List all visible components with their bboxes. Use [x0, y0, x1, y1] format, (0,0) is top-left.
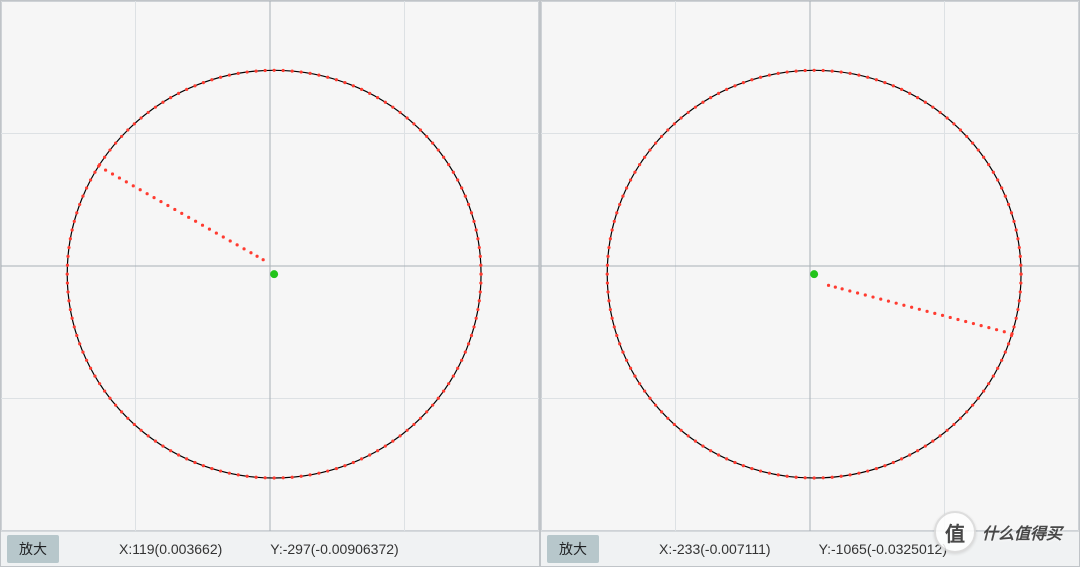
readout-x: X:-233(-0.007111): [659, 541, 771, 557]
plot-svg-right: [541, 1, 1079, 531]
readout-y: Y:-1065(-0.0325012): [819, 541, 947, 557]
app-root: 放大 X:119(0.003662) Y:-297(-0.00906372) 放…: [0, 0, 1080, 567]
plot-svg-left: [1, 1, 539, 531]
zoom-button[interactable]: 放大: [547, 535, 599, 563]
statusbar-left: 放大 X:119(0.003662) Y:-297(-0.00906372): [1, 531, 539, 566]
statusbar-right: 放大 X:-233(-0.007111) Y:-1065(-0.0325012): [541, 531, 1079, 566]
zoom-button[interactable]: 放大: [7, 535, 59, 563]
plot-area-left[interactable]: [1, 1, 539, 531]
plot-area-right[interactable]: [541, 1, 1079, 531]
readout-y: Y:-297(-0.00906372): [270, 541, 398, 557]
plot-panel-right: 放大 X:-233(-0.007111) Y:-1065(-0.0325012): [540, 0, 1080, 567]
readout-x: X:119(0.003662): [119, 541, 222, 557]
plot-panel-left: 放大 X:119(0.003662) Y:-297(-0.00906372): [0, 0, 540, 567]
